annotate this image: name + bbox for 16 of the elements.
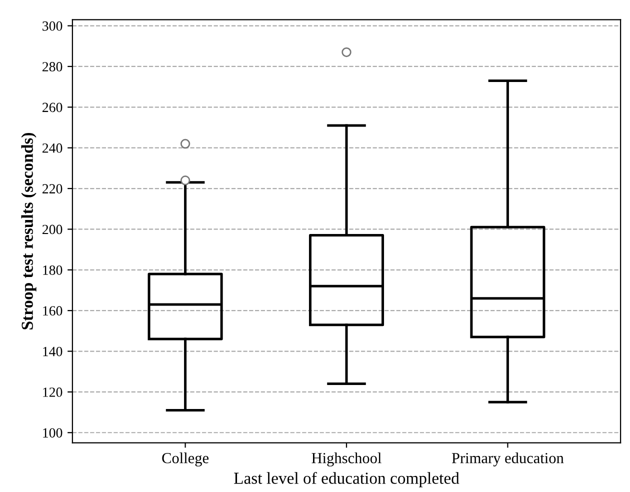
y-axis-title: Stroop test results (seconds): [21, 132, 36, 330]
x-tick-label: Primary education: [452, 452, 564, 466]
y-tick-label: 180: [43, 265, 62, 275]
y-tick-label: 120: [43, 388, 62, 397]
y-tick-label: 220: [42, 184, 62, 194]
x-tick-label: Highschool: [312, 452, 382, 466]
y-tick-label: 260: [42, 102, 62, 112]
x-axis-title: Last level of education completed: [234, 472, 460, 488]
y-tick-label: 280: [42, 62, 62, 72]
y-tick-label: 140: [43, 346, 62, 356]
y-tick-label: 100: [43, 428, 62, 438]
y-tick-label: 240: [42, 143, 62, 153]
y-tick-label: 160: [43, 306, 62, 316]
y-tick-label: 300: [42, 21, 62, 31]
x-tick-label: College: [162, 452, 209, 466]
y-tick-label: 200: [42, 224, 62, 234]
